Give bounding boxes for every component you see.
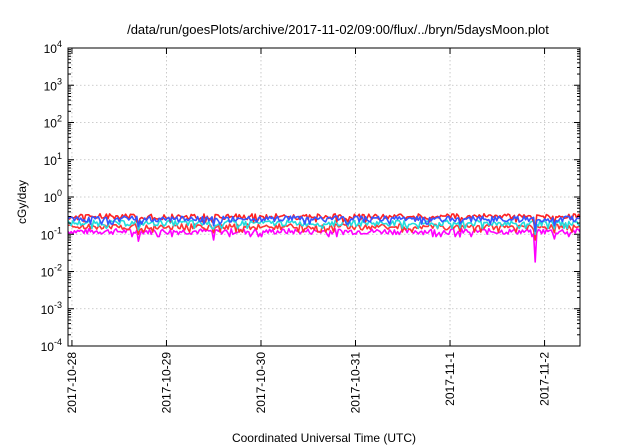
- chart-title: /data/run/goesPlots/archive/2017-11-02/0…: [127, 22, 549, 37]
- y-tick-label: 103: [44, 76, 62, 93]
- x-tick-label: 2017-11-2: [538, 352, 552, 406]
- x-tick-label: 2017-10-28: [65, 352, 79, 414]
- data-series: [67, 213, 581, 263]
- y-axis-label: cGy/day: [15, 180, 29, 224]
- y-tick-label: 10-1: [41, 225, 62, 242]
- series-line: [67, 223, 581, 241]
- series-line: [67, 227, 581, 263]
- series-line: [67, 215, 581, 233]
- y-tick-label: 101: [44, 151, 62, 168]
- x-tick-label: 2017-11-1: [443, 352, 457, 406]
- axis-ticks: [68, 47, 580, 347]
- y-tick-label: 100: [44, 188, 62, 205]
- x-axis-label: Coordinated Universal Time (UTC): [232, 431, 416, 445]
- series-line: [67, 219, 581, 236]
- y-tick-label: 10-3: [41, 300, 62, 317]
- grid-lines: [68, 48, 580, 346]
- x-tick-labels: 2017-10-28 2017-10-29 2017-10-30 2017-10-31…: [65, 352, 552, 414]
- y-tick-label: 10-2: [41, 263, 62, 280]
- y-tick-label: 102: [44, 114, 62, 131]
- x-tick-label: 2017-10-30: [254, 352, 268, 414]
- y-tick-labels: 10-4 10-3 10-2 10-1 100 101 102 103 104: [41, 39, 62, 354]
- x-tick-label: 2017-10-29: [159, 352, 173, 414]
- y-tick-label: 104: [44, 39, 62, 56]
- y-tick-label: 10-4: [41, 337, 62, 354]
- x-tick-label: 2017-10-31: [349, 352, 363, 414]
